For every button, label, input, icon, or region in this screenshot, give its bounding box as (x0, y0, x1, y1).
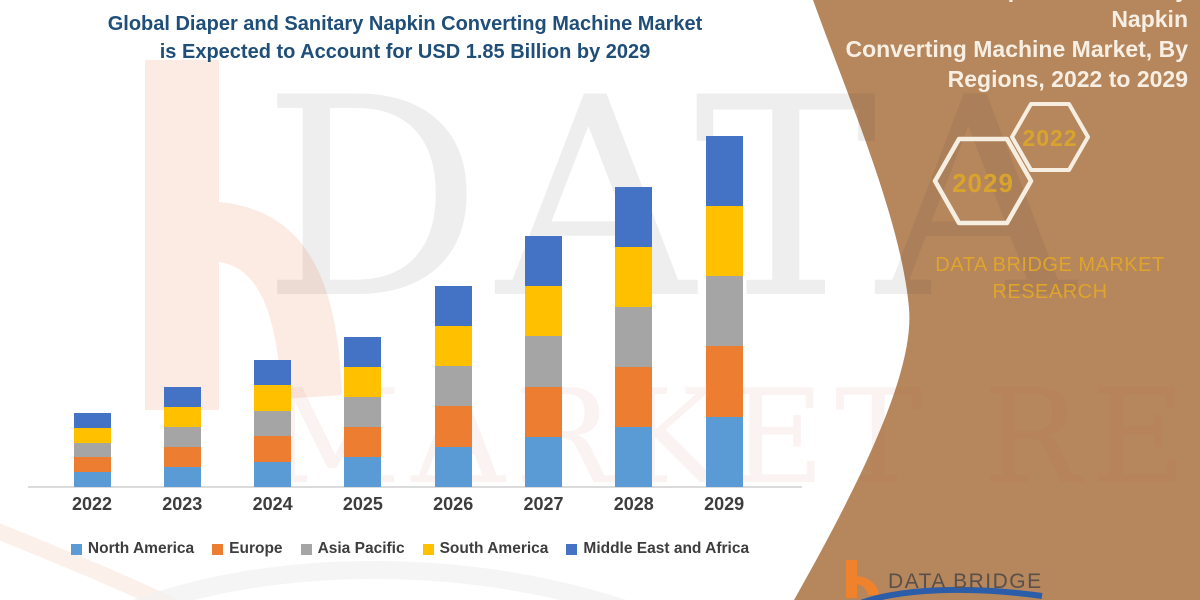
legend-swatch-icon (422, 543, 434, 555)
bar-segment-2024-europe (254, 436, 292, 462)
x-axis-label-2025: 2025 (342, 494, 383, 514)
bar-segment-2029-asia-pacific (705, 276, 743, 347)
side-panel-heading-line1: Converting Machine Market, By (845, 36, 1188, 62)
x-axis-label-2027: 2027 (523, 494, 564, 514)
bar-segment-2025-south-america (344, 367, 382, 397)
bar-segment-2028-asia-pacific (615, 307, 653, 367)
x-axis-label-2029: 2029 (704, 494, 745, 514)
bar-segment-2023-south-america (163, 406, 201, 427)
watermark-databridge-b-logo (145, 60, 342, 410)
bar-segment-2026-europe (434, 406, 472, 447)
bar-segment-2022-south-america (73, 427, 111, 443)
bar-2026 (434, 285, 472, 487)
x-axis-line (28, 486, 802, 488)
bar-2028 (615, 187, 653, 487)
legend-label: Asia Pacific (317, 540, 405, 557)
bar-segment-2025-middle-east-and-africa (344, 337, 382, 367)
x-axis-label-2024: 2024 (252, 494, 293, 514)
side-panel-heading-line2: Regions, 2022 to 2029 (947, 66, 1188, 92)
bar-segment-2027-middle-east-and-africa (525, 236, 562, 287)
bar-segment-2027-north-america (525, 436, 562, 487)
bar-segment-2029-north-america (705, 416, 743, 487)
bar-2023 (163, 386, 201, 487)
side-panel-heading: Global Diaper and Sanitary Napkin Conver… (818, 0, 1188, 96)
chart-legend: North America Europe Asia Pacific South Ame… (30, 540, 790, 558)
bar-segment-2024-asia-pacific (254, 410, 292, 436)
bar-segment-2026-north-america (434, 446, 472, 487)
bar-segment-2029-middle-east-and-africa (705, 135, 743, 206)
bar-segment-2025-north-america (344, 457, 382, 487)
chart-title-line2: is Expected to Account for USD 1.85 Bill… (159, 41, 651, 63)
bar-2025 (344, 337, 382, 487)
bar-segment-2025-europe (344, 427, 382, 457)
brand-name-line2: RESEARCH (992, 281, 1108, 303)
legend-label: South America (439, 540, 549, 557)
databridge-logo-text: DATA BRIDGE (888, 570, 1043, 593)
side-panel-heading-clipped-line: Global Diaper and Sanitary Napkin (894, 0, 1188, 32)
bar-segment-2024-middle-east-and-africa (254, 359, 292, 385)
bar-2022 (73, 413, 111, 487)
databridge-logo-mark (846, 560, 1043, 600)
bar-segment-2028-south-america (615, 247, 653, 307)
hexagon-2029-label: 2029 (952, 168, 1014, 198)
legend-swatch-icon (300, 543, 312, 555)
bar-segment-2023-europe (163, 446, 201, 467)
bar-segment-2026-asia-pacific (434, 366, 472, 407)
bar-segment-2028-middle-east-and-africa (615, 187, 653, 247)
bar-segment-2023-north-america (163, 466, 201, 487)
logo-swoosh-icon (860, 586, 1043, 600)
chart-title: Global Diaper and Sanitary Napkin Conver… (30, 10, 780, 66)
bar-2024 (254, 359, 292, 487)
legend-label: Middle East and Africa (583, 540, 750, 557)
bar-segment-2023-asia-pacific (163, 426, 201, 447)
bar-segment-2022-europe (73, 457, 111, 473)
bar-segment-2028-north-america (615, 427, 653, 487)
bar-segment-2025-asia-pacific (344, 397, 382, 427)
bar-segment-2024-south-america (254, 385, 292, 411)
bar-segment-2022-asia-pacific (73, 442, 111, 458)
hexagon-2022-label: 2022 (1022, 125, 1078, 151)
x-axis-label-2022: 2022 (71, 494, 113, 514)
bar-segment-2027-asia-pacific (525, 336, 562, 387)
x-axis-label-2028: 2028 (613, 494, 654, 514)
bar-2027 (525, 236, 562, 487)
x-axis-label-2026: 2026 (433, 494, 474, 514)
legend-label: Europe (229, 540, 283, 557)
bar-segment-2023-middle-east-and-africa (163, 386, 201, 407)
bar-segment-2026-south-america (434, 325, 472, 367)
legend-item-south-america: South America (422, 540, 549, 558)
bar-segment-2024-north-america (254, 461, 292, 487)
bar-2029 (705, 135, 743, 487)
bar-segment-2027-europe (525, 386, 562, 437)
x-axis-label-2023: 2023 (162, 494, 203, 514)
bar-segment-2022-middle-east-and-africa (73, 413, 111, 428)
bar-segment-2026-middle-east-and-africa (434, 285, 472, 326)
legend-swatch-icon (70, 543, 82, 555)
legend-item-middle-east-and-africa: Middle East and Africa (566, 540, 749, 558)
legend-item-asia-pacific: Asia Pacific (300, 540, 405, 558)
brand-name: DATA BRIDGE MARKET RESEARCH (905, 252, 1195, 306)
chart-title-line1: Global Diaper and Sanitary Napkin Conver… (107, 13, 703, 35)
brand-name-line1: DATA BRIDGE MARKET (935, 254, 1165, 276)
legend-label: North America (87, 540, 195, 557)
bar-segment-2022-north-america (73, 472, 111, 487)
legend-swatch-icon (212, 543, 224, 555)
bar-segment-2027-south-america (525, 286, 562, 337)
legend-item-europe: Europe (212, 540, 283, 558)
legend-swatch-icon (566, 543, 578, 555)
bar-segment-2029-south-america (705, 205, 743, 277)
bar-segment-2028-europe (615, 367, 653, 427)
logo-b-icon (846, 560, 879, 598)
bar-segment-2029-europe (705, 346, 743, 417)
legend-item-north-america: North America (70, 540, 195, 558)
